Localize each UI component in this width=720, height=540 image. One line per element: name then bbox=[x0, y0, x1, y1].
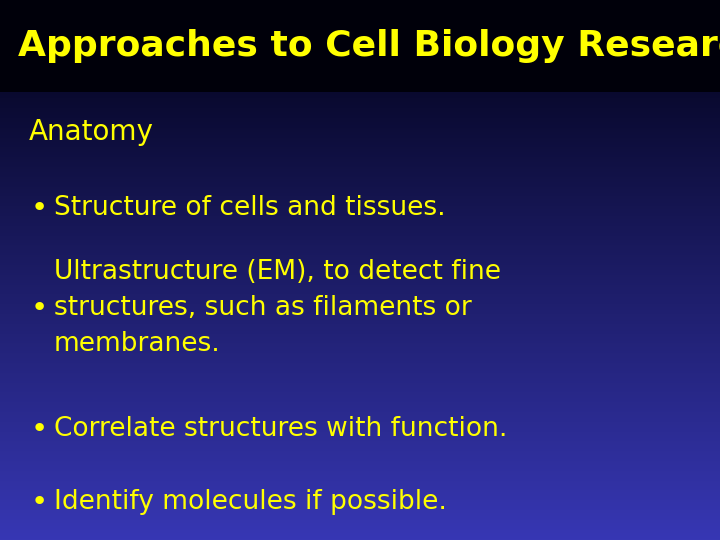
Text: Ultrastructure (EM), to detect fine
structures, such as filaments or
membranes.: Ultrastructure (EM), to detect fine stru… bbox=[54, 259, 501, 357]
Text: •: • bbox=[31, 294, 48, 322]
Bar bbox=[0, 0, 720, 92]
Text: Structure of cells and tissues.: Structure of cells and tissues. bbox=[54, 195, 446, 221]
Text: Anatomy: Anatomy bbox=[29, 118, 153, 146]
Text: Correlate structures with function.: Correlate structures with function. bbox=[54, 416, 508, 442]
Text: •: • bbox=[31, 488, 48, 516]
Text: •: • bbox=[31, 415, 48, 443]
Text: •: • bbox=[31, 194, 48, 222]
Text: Approaches to Cell Biology Research: Approaches to Cell Biology Research bbox=[18, 29, 720, 63]
Text: Identify molecules if possible.: Identify molecules if possible. bbox=[54, 489, 447, 515]
